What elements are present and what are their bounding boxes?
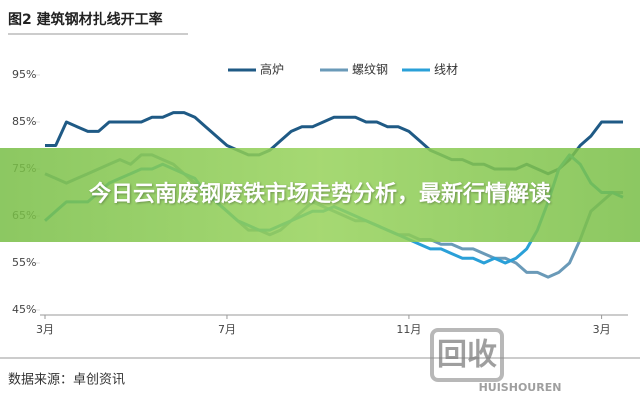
y-tick-label: 95%	[12, 68, 36, 81]
x-tick-label: 3月	[36, 323, 54, 336]
x-tick-label: 11月	[396, 323, 421, 336]
y-tick-label: 85%	[12, 115, 36, 128]
watermark-box	[430, 328, 504, 382]
x-tick-label: 7月	[218, 323, 236, 336]
legend-label: 螺纹钢	[352, 63, 388, 77]
y-tick-label: 55%	[12, 256, 36, 269]
y-tick-label: 45%	[12, 303, 36, 316]
source: 数据来源：卓创资讯	[8, 373, 125, 388]
watermark-logo: 回收	[437, 338, 497, 373]
legend-label: 线材	[434, 63, 458, 77]
banner: 今日云南废钢废铁市场走势分析，最新行情解读	[0, 148, 640, 242]
x-tick-label: 3月	[593, 323, 611, 336]
watermark-text: HUISHOUREN	[479, 381, 562, 394]
legend-label: 高炉	[260, 62, 284, 77]
banner-text: 今日云南废钢废铁市场走势分析，最新行情解读	[88, 182, 551, 207]
chart-title: 图2 建筑钢材扎线开工率	[8, 11, 163, 28]
